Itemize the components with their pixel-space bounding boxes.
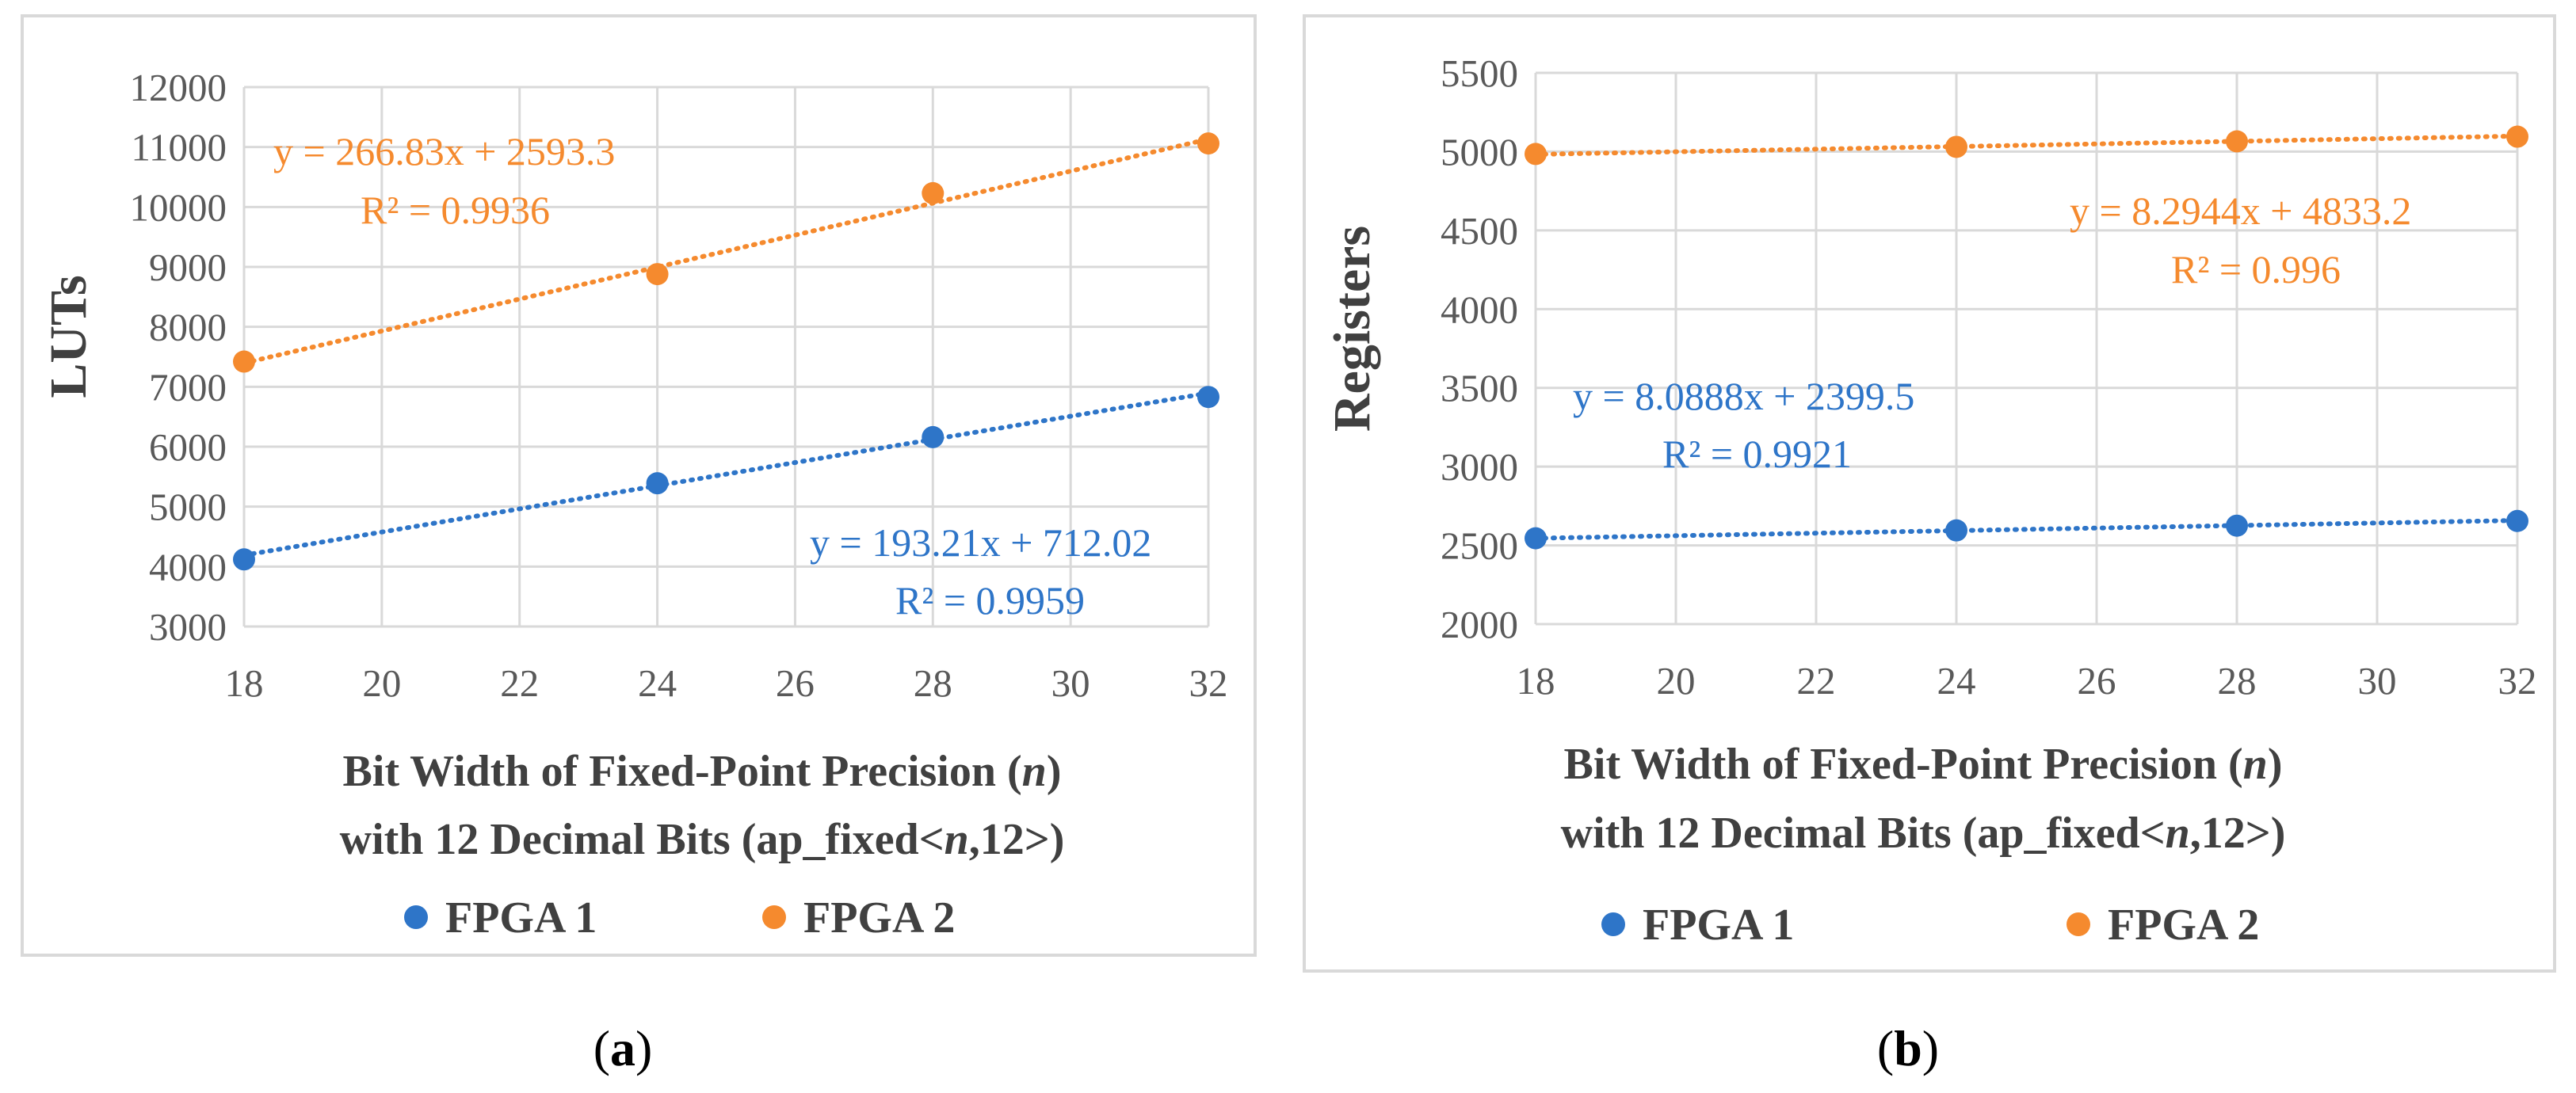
x-tick-label-a: 26 bbox=[776, 661, 815, 705]
data-points-a bbox=[233, 132, 1219, 571]
data-point-fpga2-a bbox=[233, 350, 255, 373]
x-tick-label-b: 20 bbox=[1657, 659, 1696, 703]
trend-equation-fpga1-b: y = 8.0888x + 2399.5 bbox=[1573, 374, 1914, 418]
chart-frame-a bbox=[21, 14, 1257, 957]
data-point-fpga2-a bbox=[1197, 132, 1219, 155]
legend-b: FPGA 1 FPGA 2 bbox=[1601, 901, 2259, 950]
y-tick-label-a: 6000 bbox=[149, 425, 227, 469]
y-tick-label-a: 10000 bbox=[130, 185, 227, 229]
x-tick-labels-a: 18 20 22 24 26 28 30 32 bbox=[225, 661, 1228, 705]
y-tick-labels-a: 3000 4000 5000 6000 7000 8000 9000 10000 11000 12… bbox=[130, 66, 227, 649]
y-tick-label-a: 8000 bbox=[149, 306, 227, 349]
trendline-fpga1-b bbox=[1533, 518, 2520, 541]
x-tick-label-a: 30 bbox=[1051, 661, 1090, 705]
data-point-fpga2-a bbox=[922, 181, 945, 204]
y-tick-label-a: 5000 bbox=[149, 486, 227, 529]
trendlines-a bbox=[242, 136, 1211, 558]
data-point-fpga1-b bbox=[2226, 514, 2248, 537]
x-tick-label-a: 24 bbox=[638, 661, 677, 705]
panel-label-b: (b) bbox=[1877, 1020, 1939, 1076]
data-point-fpga2-b bbox=[1525, 143, 1547, 166]
y-tick-label-a: 9000 bbox=[149, 246, 227, 289]
y-tick-label-a: 4000 bbox=[149, 545, 227, 588]
y-tick-label-a: 7000 bbox=[149, 365, 227, 409]
data-point-fpga1-a bbox=[922, 425, 945, 448]
x-tick-label-a: 18 bbox=[225, 661, 264, 705]
x-tick-label-b: 32 bbox=[2498, 659, 2537, 703]
y-tick-label-b: 4000 bbox=[1441, 288, 1518, 331]
y-tick-label-b: 2000 bbox=[1441, 603, 1518, 646]
trend-equation-fpga1-a: y = 193.21x + 712.02 bbox=[810, 520, 1151, 565]
x-tick-label-b: 30 bbox=[2358, 659, 2397, 703]
x-tick-label-b: 28 bbox=[2218, 659, 2257, 703]
y-axis-label-a: LUTs bbox=[40, 275, 97, 398]
trend-r2-fpga1-b: R² = 0.9921 bbox=[1662, 432, 1852, 476]
data-point-fpga1-b bbox=[1945, 519, 1967, 542]
legend-a: FPGA 1 FPGA 2 bbox=[404, 893, 955, 943]
data-point-fpga1-a bbox=[233, 548, 255, 571]
data-point-fpga1-b bbox=[2506, 509, 2528, 532]
legend-marker-fpga1-b bbox=[1601, 912, 1625, 936]
y-tick-label-b: 5500 bbox=[1441, 51, 1518, 95]
trend-r2-fpga2-b: R² = 0.996 bbox=[2171, 247, 2341, 291]
y-tick-label-b: 3500 bbox=[1441, 367, 1518, 410]
legend-marker-fpga2-a bbox=[762, 905, 786, 929]
y-axis-label-b: Registers bbox=[1323, 226, 1381, 432]
x-axis-label-b-line2: with 12 Decimal Bits (ap_fixed<n,12>) bbox=[1561, 809, 2286, 858]
x-tick-labels-b: 18 20 22 24 26 28 30 32 bbox=[1517, 659, 2537, 703]
legend-label-fpga1-b: FPGA 1 bbox=[1643, 901, 1794, 950]
x-tick-label-b: 22 bbox=[1797, 659, 1836, 703]
x-tick-label-a: 20 bbox=[362, 661, 401, 705]
data-point-fpga1-a bbox=[646, 472, 669, 495]
x-tick-label-a: 28 bbox=[914, 661, 952, 705]
trend-equation-fpga2-b: y = 8.2944x + 4833.2 bbox=[2070, 189, 2411, 233]
x-axis-label-b-line1: Bit Width of Fixed-Point Precision (n) bbox=[1564, 740, 2283, 789]
y-tick-labels-b: 2000 2500 3000 3500 4000 4500 5000 5500 bbox=[1441, 51, 1518, 646]
legend-label-fpga2-b: FPGA 2 bbox=[2108, 901, 2259, 950]
trend-equation-fpga2-a: y = 266.83x + 2593.3 bbox=[273, 129, 615, 173]
y-tick-label-a: 3000 bbox=[149, 605, 227, 649]
x-tick-label-b: 18 bbox=[1517, 659, 1555, 703]
trend-r2-fpga2-a: R² = 0.9936 bbox=[361, 188, 550, 232]
y-tick-label-b: 5000 bbox=[1441, 130, 1518, 173]
data-point-fpga2-b bbox=[1945, 135, 1967, 158]
data-point-fpga1-b bbox=[1525, 527, 1547, 550]
gridlines-b bbox=[1534, 71, 2519, 626]
y-tick-label-b: 3000 bbox=[1441, 445, 1518, 489]
trendline-fpga2-b bbox=[1533, 133, 2520, 157]
trendline-fpga2-a bbox=[242, 136, 1211, 366]
legend-label-fpga1-a: FPGA 1 bbox=[445, 893, 597, 943]
x-tick-label-a: 32 bbox=[1189, 661, 1228, 705]
gridlines-a bbox=[242, 86, 1210, 628]
y-tick-label-b: 4500 bbox=[1441, 209, 1518, 253]
legend-marker-fpga2-b bbox=[2067, 912, 2090, 936]
trendline-fpga1-a bbox=[242, 390, 1211, 558]
chart-panel-a: 3000 4000 5000 6000 7000 8000 9000 10000 11000 12… bbox=[21, 14, 1257, 1076]
chart-frame-b bbox=[1303, 14, 2556, 973]
legend-marker-fpga1-a bbox=[404, 905, 428, 929]
trendlines-b bbox=[1533, 133, 2520, 541]
data-point-fpga2-a bbox=[646, 263, 669, 286]
x-tick-label-a: 22 bbox=[500, 661, 539, 705]
legend-label-fpga2-a: FPGA 2 bbox=[803, 893, 955, 943]
x-axis-label-a-line1: Bit Width of Fixed-Point Precision (n) bbox=[343, 747, 1062, 796]
x-axis-label-a-line2: with 12 Decimal Bits (ap_fixed<n,12>) bbox=[340, 815, 1065, 864]
y-tick-label-b: 2500 bbox=[1441, 524, 1518, 568]
x-tick-label-b: 26 bbox=[2078, 659, 2116, 703]
y-tick-label-a: 12000 bbox=[130, 66, 227, 109]
data-point-fpga1-a bbox=[1197, 386, 1219, 409]
data-point-fpga2-b bbox=[2506, 125, 2528, 148]
panel-label-a: (a) bbox=[593, 1020, 653, 1076]
y-tick-label-a: 11000 bbox=[131, 126, 227, 169]
trend-r2-fpga1-a: R² = 0.9959 bbox=[895, 578, 1085, 623]
x-tick-label-b: 24 bbox=[1937, 659, 1976, 703]
chart-panel-b: 2000 2500 3000 3500 4000 4500 5000 5500 18 20 22 2… bbox=[1303, 14, 2556, 1076]
data-points-b bbox=[1525, 125, 2528, 550]
data-point-fpga2-b bbox=[2226, 130, 2248, 153]
